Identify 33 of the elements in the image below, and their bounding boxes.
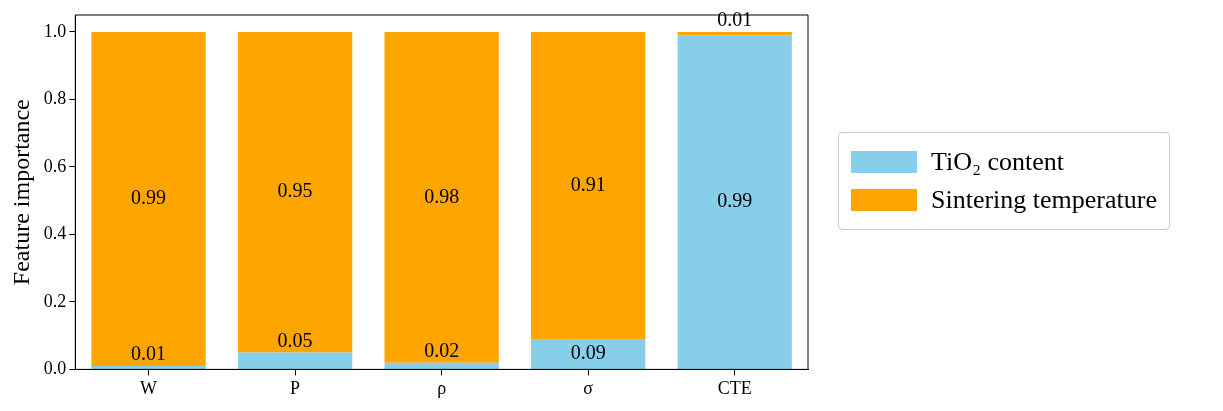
legend-label: Sintering temperature: [931, 184, 1157, 216]
data-label: 0.05: [277, 328, 313, 351]
bar: [677, 35, 792, 369]
bar: [384, 31, 499, 363]
bar: [91, 31, 206, 367]
bar: [91, 366, 206, 369]
bar: [237, 352, 353, 369]
x-tick-label: σ: [583, 377, 594, 398]
y-tick-label: 0.0: [43, 358, 67, 379]
data-label: 0.98: [424, 184, 460, 207]
y-tick-label: 1.0: [43, 20, 67, 41]
bar: [531, 31, 646, 340]
y-tick-label: 0.4: [43, 223, 67, 244]
x-tick-label: CTE: [717, 377, 752, 398]
x-tick-label: W: [140, 377, 158, 398]
data-label: 0.02: [424, 338, 460, 361]
data-label: 0.09: [570, 341, 606, 364]
data-label: 0.99: [717, 189, 753, 212]
x-tick-label: ρ: [437, 377, 447, 398]
data-label: 0.01: [131, 342, 167, 365]
bar: [531, 339, 646, 369]
y-tick-label: 0.2: [43, 290, 67, 311]
data-label: 0.91: [570, 172, 606, 195]
data-label: 0.99: [131, 186, 167, 209]
x-tick-label: P: [290, 377, 301, 398]
data-label: 0.95: [277, 179, 313, 202]
y-tick-label: 0.6: [43, 155, 67, 176]
bar: [384, 362, 499, 369]
data-label: 0.01: [717, 8, 753, 31]
y-tick-label: 0.8: [43, 88, 67, 109]
legend-label: TiO₂ content: [931, 146, 1065, 178]
bar: [237, 31, 353, 353]
y-axis-title: Feature importance: [7, 99, 34, 286]
